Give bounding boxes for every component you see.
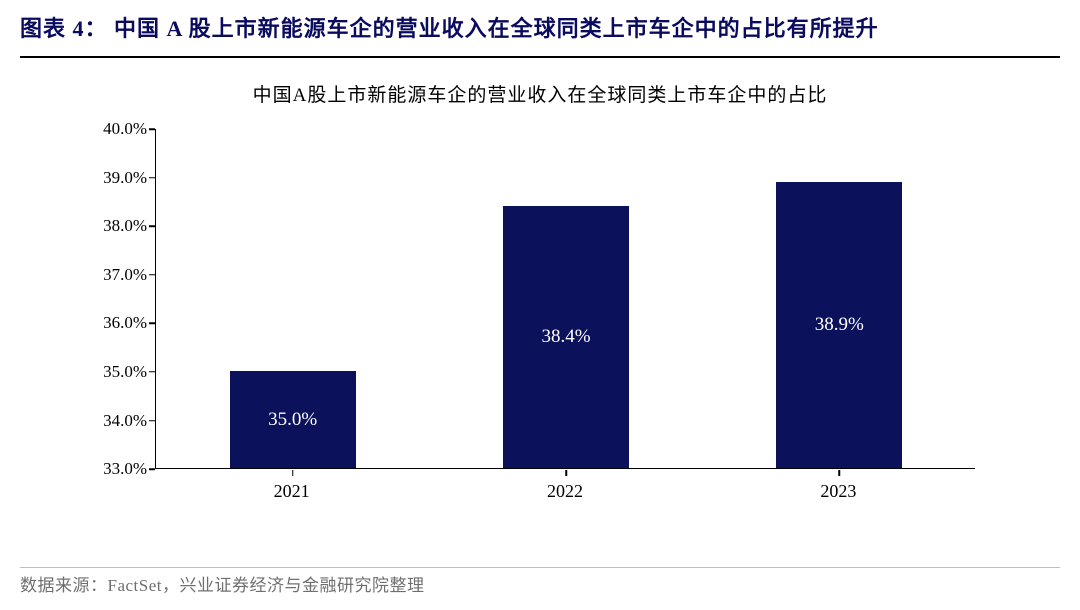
y-tick-mark <box>149 177 155 179</box>
x-tick-mark <box>565 470 567 476</box>
bar: 38.4% <box>503 206 629 468</box>
y-tick-label: 35.0% <box>75 362 155 382</box>
y-tick-label: 38.0% <box>75 216 155 236</box>
bar-value-label: 35.0% <box>230 409 356 431</box>
y-tick-mark <box>149 371 155 373</box>
bar: 38.9% <box>776 182 902 469</box>
y-tick-mark <box>149 128 155 130</box>
figure-container: 图表 4： 中国 A 股上市新能源车企的营业收入在全球同类上市车企中的占比有所提… <box>0 0 1080 610</box>
bar-value-label: 38.9% <box>776 314 902 336</box>
y-tick-label: 37.0% <box>75 265 155 285</box>
y-tick-mark <box>149 468 155 470</box>
y-tick-label: 40.0% <box>75 119 155 139</box>
y-tick-label: 34.0% <box>75 411 155 431</box>
y-tick-mark <box>149 420 155 422</box>
y-tick-label: 33.0% <box>75 459 155 479</box>
bar: 35.0% <box>230 371 356 468</box>
y-tick-label: 39.0% <box>75 168 155 188</box>
bar-value-label: 38.4% <box>503 326 629 348</box>
x-tick-label: 2021 <box>274 481 310 502</box>
x-tick-label: 2023 <box>820 481 856 502</box>
y-tick-mark <box>149 274 155 276</box>
header-rule <box>20 56 1060 58</box>
plot-area: 35.0% 38.4% 38.9% <box>155 129 975 469</box>
x-tick-mark <box>292 470 294 476</box>
chart-area: 35.0% 38.4% 38.9% 33.0% 34.0% 35.0% 36.0% 37.0… <box>75 119 1005 519</box>
x-tick-label: 2022 <box>547 481 583 502</box>
y-tick-mark <box>149 323 155 325</box>
source-divider <box>20 567 1060 568</box>
chart-title: 中国A股上市新能源车企的营业收入在全球同类上市车企中的占比 <box>20 80 1060 107</box>
y-tick-label: 36.0% <box>75 313 155 333</box>
x-tick-mark <box>839 470 841 476</box>
figure-header-title: 图表 4： 中国 A 股上市新能源车企的营业收入在全球同类上市车企中的占比有所提… <box>20 10 1060 52</box>
y-tick-mark <box>149 225 155 227</box>
source-text: 数据来源：FactSet，兴业证券经济与金融研究院整理 <box>20 571 425 596</box>
